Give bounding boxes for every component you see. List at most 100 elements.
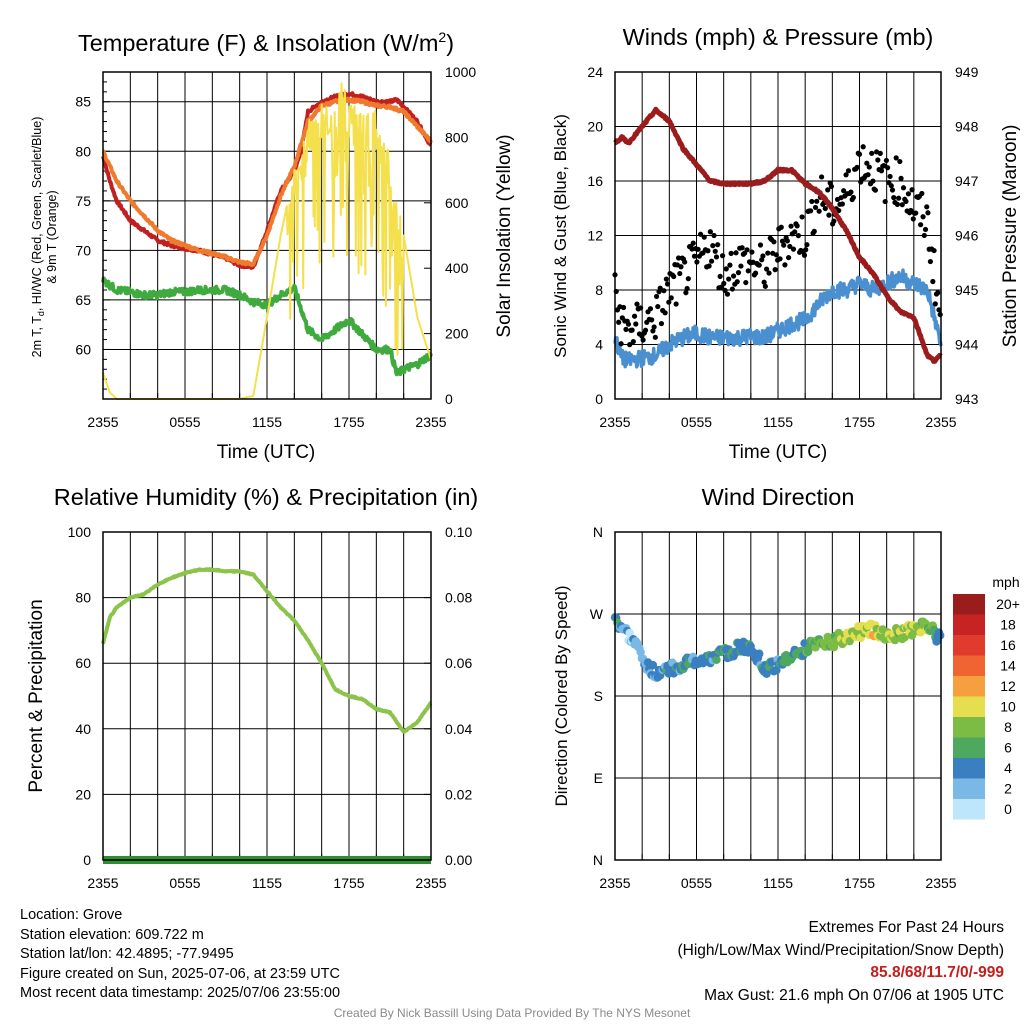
gust-point bbox=[675, 255, 682, 261]
gust-point bbox=[735, 270, 742, 276]
gust-point bbox=[766, 270, 772, 276]
gust-point bbox=[749, 249, 755, 255]
y2-tick-label: 946 bbox=[955, 228, 979, 244]
gust-point bbox=[706, 263, 712, 269]
legend-swatch bbox=[953, 676, 985, 697]
plot-frame bbox=[614, 531, 942, 861]
gust-point bbox=[841, 188, 847, 194]
wind-direction-y-axis-label: Direction (Colored By Speed) bbox=[552, 585, 571, 806]
gust-point bbox=[865, 172, 871, 178]
x-tick-label: 2355 bbox=[87, 414, 118, 430]
x-tick-label: 1755 bbox=[844, 414, 875, 430]
gust-point bbox=[727, 262, 733, 268]
gust-point bbox=[684, 285, 690, 292]
temperature-y-axis-label-line2: & 9m T (Orange) bbox=[45, 190, 59, 283]
x-tick-label: 0555 bbox=[169, 875, 200, 891]
legend-label: 10 bbox=[1000, 699, 1016, 715]
gust-point bbox=[931, 247, 937, 254]
gust-point bbox=[785, 254, 792, 261]
x-tick-label: 1155 bbox=[763, 875, 793, 891]
legend-label: 12 bbox=[1000, 678, 1016, 694]
gust-point bbox=[743, 279, 749, 286]
gust-point bbox=[666, 299, 672, 305]
legend-swatch bbox=[953, 737, 985, 758]
gust-point bbox=[878, 168, 885, 174]
direction-point bbox=[625, 628, 634, 638]
gust-point bbox=[883, 157, 889, 164]
legend-swatch bbox=[953, 635, 985, 656]
gust-point bbox=[900, 185, 907, 191]
y2-tick-label: 945 bbox=[955, 282, 979, 298]
y-tick-label: 60 bbox=[75, 655, 91, 671]
gust-point bbox=[795, 233, 801, 239]
gust-point bbox=[777, 256, 783, 262]
gust-point bbox=[850, 194, 856, 201]
gust-point bbox=[664, 281, 671, 287]
y-tick-label: N bbox=[593, 852, 603, 868]
y2-tick-label: 943 bbox=[955, 391, 979, 407]
x-tick-label: 0555 bbox=[681, 414, 712, 430]
y2-tick-label: 0 bbox=[445, 391, 453, 407]
y-tick-label: 12 bbox=[587, 228, 603, 244]
x-tick-label: 2355 bbox=[599, 414, 630, 430]
y-tick-label: 40 bbox=[75, 721, 91, 737]
x-tick-label: 0555 bbox=[169, 414, 200, 430]
y-tick-label: 0 bbox=[595, 391, 603, 407]
y-tick-label: 24 bbox=[587, 64, 603, 80]
gust-point bbox=[739, 245, 745, 251]
y2-tick-label: 800 bbox=[445, 129, 469, 145]
y-tick-label: 16 bbox=[587, 173, 603, 189]
y2-tick-label: 949 bbox=[955, 64, 979, 80]
gust-point bbox=[812, 204, 819, 211]
gust-point bbox=[773, 252, 779, 258]
y2-tick-label: 0.04 bbox=[445, 721, 472, 737]
gust-point bbox=[752, 270, 759, 276]
x-tick-label: 2355 bbox=[599, 875, 630, 891]
gust-point bbox=[779, 238, 786, 244]
legend-swatch bbox=[953, 758, 985, 779]
y-tick-label: 85 bbox=[75, 94, 91, 110]
x-tick-label: 2355 bbox=[925, 875, 956, 891]
gust-point bbox=[804, 242, 810, 248]
y-tick-label: E bbox=[594, 770, 603, 786]
gust-point bbox=[825, 187, 831, 193]
humidity-title: Relative Humidity (%) & Precipitation (i… bbox=[54, 484, 478, 510]
legend-label: 6 bbox=[1004, 740, 1012, 756]
station-pressure-line bbox=[613, 106, 943, 364]
y2-tick-label: 600 bbox=[445, 195, 469, 211]
plot-frame bbox=[614, 71, 942, 400]
gust-point bbox=[771, 239, 777, 245]
y-tick-label: S bbox=[594, 688, 603, 704]
y-tick-label: 20 bbox=[75, 786, 91, 802]
gust-point bbox=[695, 246, 701, 252]
winds-x-axis-label: Time (UTC) bbox=[729, 442, 828, 463]
gust-point bbox=[792, 229, 798, 235]
gust-point bbox=[677, 270, 683, 277]
gust-point bbox=[715, 242, 721, 248]
station-location: Location: Grove bbox=[20, 907, 123, 923]
gust-point bbox=[891, 195, 897, 201]
gust-point bbox=[623, 326, 629, 332]
gust-point bbox=[897, 158, 903, 165]
recent-timestamp: Most recent data timestamp: 2025/07/06 2… bbox=[20, 985, 341, 1001]
y-tick-label: 65 bbox=[75, 292, 91, 308]
speed-legend-title: mph bbox=[992, 574, 1019, 590]
gust-point bbox=[647, 306, 654, 312]
gust-point bbox=[896, 195, 902, 201]
gust-point bbox=[803, 247, 809, 253]
gust-point bbox=[854, 164, 860, 170]
gust-point bbox=[633, 321, 639, 327]
direction-point bbox=[845, 636, 854, 646]
x-tick-label: 1155 bbox=[252, 414, 282, 430]
gust-point bbox=[697, 231, 704, 237]
gust-point bbox=[782, 262, 788, 268]
gust-point bbox=[734, 279, 740, 285]
legend-swatch bbox=[953, 655, 985, 676]
gust-point bbox=[722, 287, 728, 293]
gust-point bbox=[932, 301, 938, 307]
gust-point bbox=[828, 183, 834, 189]
extremes-subheading: (High/Low/Max Wind/Precipitation/Snow De… bbox=[677, 941, 1005, 959]
gust-point bbox=[781, 242, 787, 248]
direction-point bbox=[712, 655, 721, 664]
gust-point bbox=[919, 190, 925, 197]
